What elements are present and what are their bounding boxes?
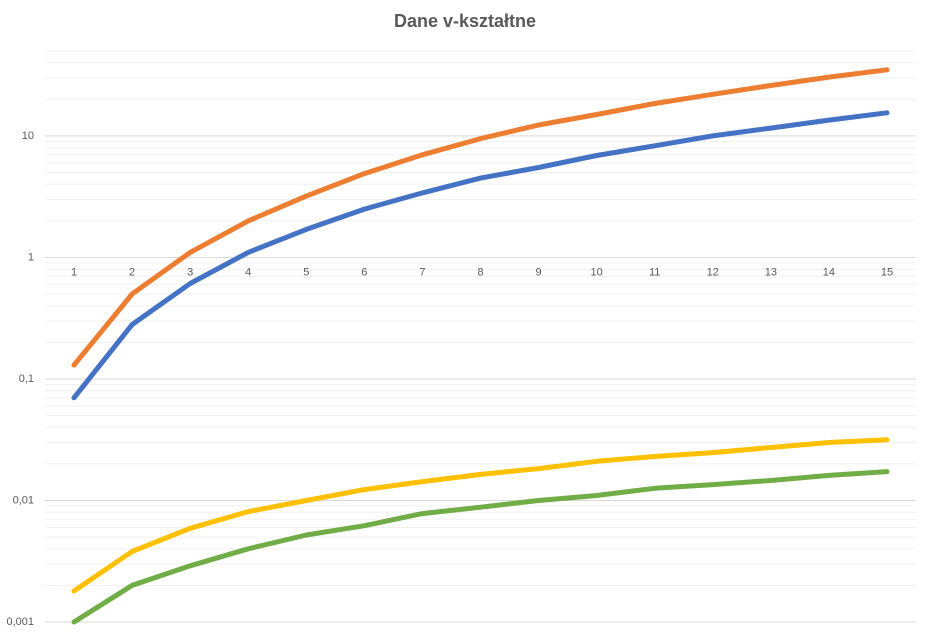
x-tick-label: 3 bbox=[187, 266, 193, 278]
x-tick-label: 15 bbox=[881, 266, 893, 278]
line-series bbox=[71, 437, 890, 594]
x-tick-label: 5 bbox=[303, 266, 309, 278]
x-tick-label: 10 bbox=[591, 266, 603, 278]
y-tick-label: 0,001 bbox=[6, 616, 34, 628]
x-tick-label: 1 bbox=[71, 266, 77, 278]
x-tick-label: 14 bbox=[823, 266, 835, 278]
x-tick-label: 13 bbox=[765, 266, 777, 278]
x-tick-label: 11 bbox=[649, 266, 660, 278]
chart-title: Dane v-kształtne bbox=[394, 11, 536, 31]
y-tick-label: 10 bbox=[22, 130, 34, 142]
y-tick-label: 0,1 bbox=[19, 373, 34, 385]
x-tick-label: 9 bbox=[536, 266, 542, 278]
x-tick-label: 8 bbox=[477, 266, 483, 278]
x-tick-label: 6 bbox=[361, 266, 367, 278]
line-series bbox=[71, 67, 890, 368]
x-tick-label: 7 bbox=[419, 266, 425, 278]
y-tick-label: 1 bbox=[28, 251, 34, 263]
x-tick-label: 12 bbox=[707, 266, 719, 278]
line-series bbox=[71, 469, 890, 625]
x-tick-label: 2 bbox=[129, 266, 135, 278]
x-tick-label: 4 bbox=[245, 266, 251, 278]
line-series bbox=[71, 110, 890, 401]
y-tick-label: 0,01 bbox=[13, 494, 34, 506]
